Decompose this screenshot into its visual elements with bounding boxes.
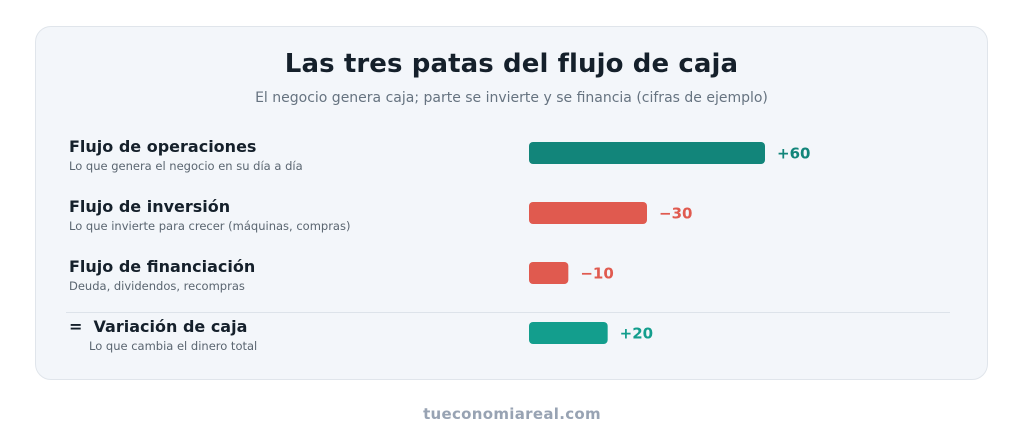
equals-sign: = xyxy=(69,317,83,336)
total-divider xyxy=(66,312,950,313)
bar-operaciones xyxy=(529,142,765,164)
data-label-inversion: −30 xyxy=(659,205,692,223)
total-desc: Lo que cambia el dinero total xyxy=(89,339,258,353)
data-label-operaciones: +60 xyxy=(777,145,810,163)
footer-brand: tueconomiareal.com xyxy=(423,405,601,423)
bar-inversion xyxy=(529,202,647,224)
bar-total xyxy=(529,322,608,344)
total-label-row: = Variación de caja xyxy=(69,317,247,336)
row-label-inversion: Flujo de inversión xyxy=(69,197,231,216)
chart-card: Las tres patas del flujo de caja El nego… xyxy=(35,26,988,380)
bar-financiacion xyxy=(529,262,569,284)
row-desc-inversion: Lo que invierte para crecer (máquinas, c… xyxy=(69,219,351,233)
total-label: Variación de caja xyxy=(93,317,248,336)
row-desc-operaciones: Lo que genera el negocio en su día a día xyxy=(69,159,303,173)
row-label-operaciones: Flujo de operaciones xyxy=(69,137,257,156)
chart-title: Las tres patas del flujo de caja xyxy=(284,49,739,79)
data-label-total: +20 xyxy=(620,325,653,343)
data-label-financiacion: −10 xyxy=(580,265,613,283)
row-label-financiacion: Flujo de financiación xyxy=(69,257,256,276)
row-desc-financiacion: Deuda, dividendos, recompras xyxy=(69,279,245,293)
chart-subtitle: El negocio genera caja; parte se inviert… xyxy=(255,90,768,106)
